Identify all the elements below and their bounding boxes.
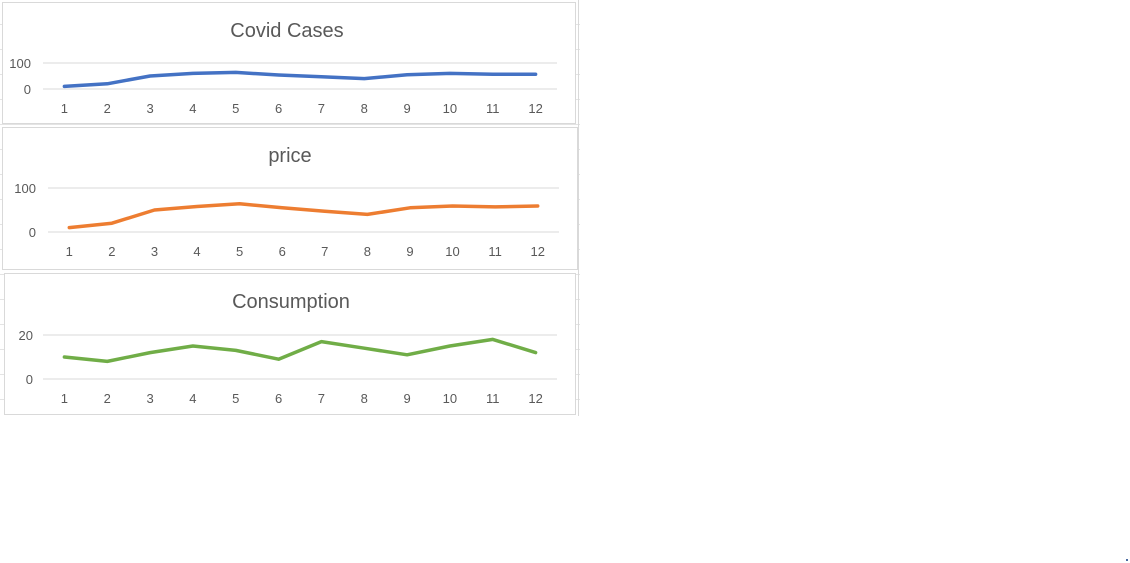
x-tick-label: 11 [486,101,500,116]
x-tick-label: 6 [279,244,286,259]
x-tick-label: 1 [61,391,68,406]
x-tick-label: 3 [151,244,158,259]
x-tick-label: 2 [108,244,115,259]
chart-title: Consumption [232,291,350,313]
x-tick-label: 10 [443,391,457,406]
x-tick-label: 9 [403,101,410,116]
x-tick-label: 11 [486,391,500,406]
x-tick-label: 10 [443,101,457,116]
x-tick-label: 5 [236,244,243,259]
x-tick-label: 5 [232,101,239,116]
chart-title: price [268,145,311,167]
y-tick-label: 0 [24,82,31,97]
x-tick-label: 9 [403,391,410,406]
x-tick-label: 8 [364,244,371,259]
chart-svg: Consumption 020 1 2 3 4 5 6 7 8 9 10 11 12 [19,291,557,406]
x-tick-label: 5 [232,391,239,406]
x-tick-label: 6 [275,101,282,116]
x-tick-label: 11 [488,244,502,259]
x-tick-label: 12 [528,101,542,116]
x-tick-label: 12 [528,391,542,406]
chart-title: Covid Cases [230,20,343,42]
chart-covid-cases[interactable]: Covid Cases 0 100 1 2 3 4 5 6 7 8 9 10 11 12 [2,2,576,124]
x-tick-label: 1 [61,101,68,116]
y-tick-label: 100 [14,181,36,196]
x-tick-label: 1 [66,244,73,259]
chart-consumption[interactable]: Consumption 0 20 1 2 3 4 5 6 7 8 9 10 11 12 [4,273,576,415]
series-line [62,337,538,364]
x-tick-label: 8 [361,101,368,116]
x-tick-label: 4 [193,244,200,259]
x-tick-label: 6 [275,391,282,406]
x-tick-label: 4 [189,101,196,116]
x-tick-label: 7 [318,101,325,116]
series-line [62,70,538,89]
x-tick-label: 2 [104,101,111,116]
x-tick-label: 7 [321,244,328,259]
cell-marker [1126,559,1128,561]
x-tick-label: 7 [318,391,325,406]
series-line [67,202,540,230]
x-tick-label: 9 [406,244,413,259]
chart-price[interactable]: price 0 100 1 2 3 4 5 6 7 8 9 10 11 12 [2,127,578,270]
x-tick-label: 12 [530,244,544,259]
y-tick-label: 100 [9,56,31,71]
x-tick-label: 3 [146,391,153,406]
y-tick-label: 0 [26,372,33,387]
y-tick-label: 20 [19,328,33,343]
x-tick-label: 8 [361,391,368,406]
spreadsheet-column-line [578,0,579,416]
x-tick-label: 3 [146,101,153,116]
x-tick-label: 4 [189,391,196,406]
x-tick-label: 10 [445,244,459,259]
x-tick-label: 2 [104,391,111,406]
y-tick-label: 0 [29,225,36,240]
